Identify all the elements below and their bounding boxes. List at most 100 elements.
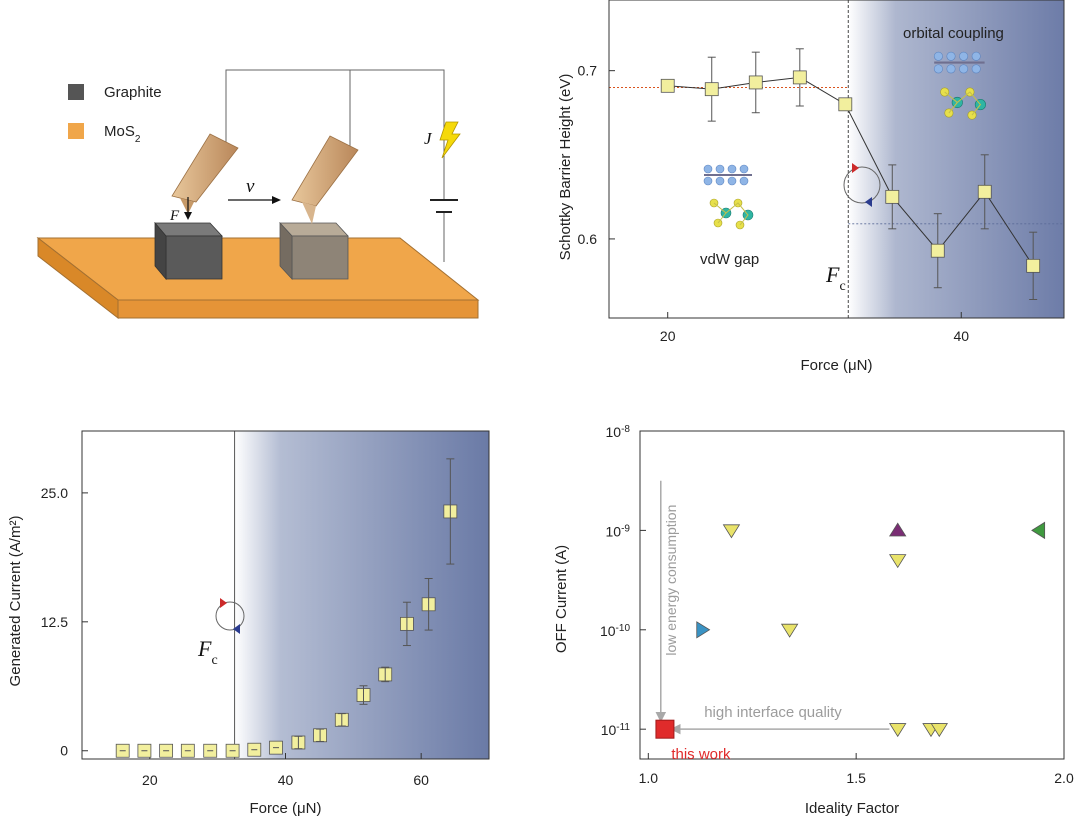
y-tick-label: 10-9: [606, 523, 631, 540]
atom-carbon: [703, 176, 713, 186]
x-tick-label: 2.0: [1054, 770, 1074, 786]
atom-carbon: [959, 64, 969, 74]
y-axis-label: Generated Current (A/m²): [7, 516, 24, 687]
data-point: [704, 82, 719, 97]
orbital-coupling-structure-icon: [933, 51, 986, 120]
y-tick-base: 10: [606, 523, 622, 539]
force-arrow-head: [184, 212, 192, 220]
critical-force-symbol: F: [197, 636, 212, 661]
rotation-circle: [843, 166, 881, 204]
generation-region-shade: [234, 431, 489, 759]
data-point-triangle-down: [780, 623, 799, 638]
data-point-triangle-down: [889, 723, 907, 738]
atom-carbon: [959, 51, 969, 61]
panel-c-generated-current: 20 40 60 0 12.5 25.0 Force (μN) Generated Curre…: [7, 430, 490, 817]
rotation-arrow-blue: [233, 624, 240, 634]
rotation-circle: [215, 601, 245, 631]
y-tick-exponent: -8: [621, 424, 630, 435]
afm-tip-2-apex: [302, 202, 316, 224]
annotation-low-energy: low energy consumption: [663, 505, 679, 656]
current-symbol: J: [424, 129, 433, 148]
annotation-vdw-gap: vdW gap: [700, 251, 759, 268]
annotation-high-interface-quality: high interface quality: [704, 704, 842, 721]
rotation-arrow-red: [220, 598, 227, 608]
x-tick-label: 60: [413, 772, 429, 788]
critical-force-subscript: c: [839, 279, 845, 294]
schematic-panel: J F v Graphite MoS2: [36, 69, 480, 320]
x-tick-label: 40: [953, 328, 969, 344]
data-point: [748, 75, 763, 90]
atom-carbon: [739, 176, 749, 186]
rotation-arrow-blue: [865, 197, 872, 207]
critical-force-symbol: F: [825, 262, 840, 287]
atom-carbon: [946, 64, 956, 74]
mos2-slab-front: [117, 299, 479, 319]
x-tick-label: 1.0: [639, 770, 659, 786]
data-point: [660, 78, 675, 93]
data-point-triangle-up: [889, 522, 907, 537]
y-tick-label: 0.6: [578, 231, 598, 247]
annotation-critical-force: Fc: [197, 636, 218, 668]
mos2-slab-side: [37, 236, 119, 320]
graphite-block-1-top: [154, 222, 223, 237]
atom-carbon: [739, 164, 749, 174]
annotation-this-work: this work: [671, 746, 731, 763]
legend-mos2-swatch: [68, 123, 84, 139]
x-tick-label: 20: [660, 328, 676, 344]
afm-tip-1: [171, 133, 239, 203]
y-tick-label: 10-10: [600, 622, 630, 639]
data-point-this-work: [655, 719, 675, 739]
graphite-block-1-front: [165, 235, 223, 280]
y-axis-label: Schottky Barrier Height (eV): [557, 74, 574, 261]
data-point-triangle-right: [696, 621, 711, 639]
y-tick-label: 10-8: [606, 424, 631, 441]
afm-tip-1-apex: [180, 198, 194, 214]
x-tick-label: 1.5: [846, 770, 866, 786]
y-tick-exponent: -10: [616, 622, 631, 633]
atom-carbon: [715, 176, 725, 186]
data-point: [1026, 258, 1041, 273]
graphite-block-2-side: [279, 221, 293, 281]
bonds: [944, 91, 982, 116]
velocity-symbol: v: [246, 176, 255, 197]
atom-carbon: [933, 51, 943, 61]
y-tick-base: 10: [601, 722, 617, 738]
x-axis-label: Force (μN): [801, 357, 873, 374]
atom-carbon: [946, 51, 956, 61]
x-axis-label: Ideality Factor: [805, 800, 899, 817]
data-point: [977, 184, 992, 199]
annotation-orbital-coupling: orbital coupling: [903, 25, 1004, 42]
y-tick-label: 25.0: [41, 485, 68, 501]
panel-b-barrier-height: 20 40 0.6 0.7 Force (μN) Schottky Barrier Hei…: [557, 0, 1065, 374]
data-point-triangle-left: [1031, 521, 1046, 540]
data-point: [885, 189, 900, 204]
y-axis-label: OFF Current (A): [553, 545, 570, 653]
atom-carbon: [971, 51, 981, 61]
data-point: [838, 97, 853, 112]
legend-graphite-swatch: [68, 84, 84, 100]
velocity-arrow-head: [272, 196, 281, 204]
afm-tip-2: [291, 135, 359, 207]
critical-force-subscript: c: [211, 653, 217, 668]
atom-carbon: [715, 164, 725, 174]
x-tick-label: 20: [142, 772, 158, 788]
force-symbol: F: [169, 208, 180, 224]
y-tick-exponent: -9: [621, 523, 630, 534]
vdw-gap-structure-icon: [703, 164, 754, 230]
y-tick-exponent: -11: [616, 722, 630, 733]
annotation-critical-force: Fc: [825, 262, 846, 294]
graphite-block-1-side: [154, 221, 167, 281]
atom-carbon: [727, 164, 737, 174]
plot-frame: [639, 430, 1065, 760]
atom-carbon: [727, 176, 737, 186]
graphite-block-2-front: [291, 235, 349, 280]
y-tick-base: 10: [600, 623, 616, 639]
data-point: [930, 243, 945, 258]
y-tick-base: 10: [606, 424, 622, 440]
data-point-triangle-down: [930, 723, 949, 738]
lightning-icon: [439, 121, 461, 159]
data-point-triangle-down: [722, 524, 741, 539]
y-tick-label: 0: [60, 743, 68, 759]
